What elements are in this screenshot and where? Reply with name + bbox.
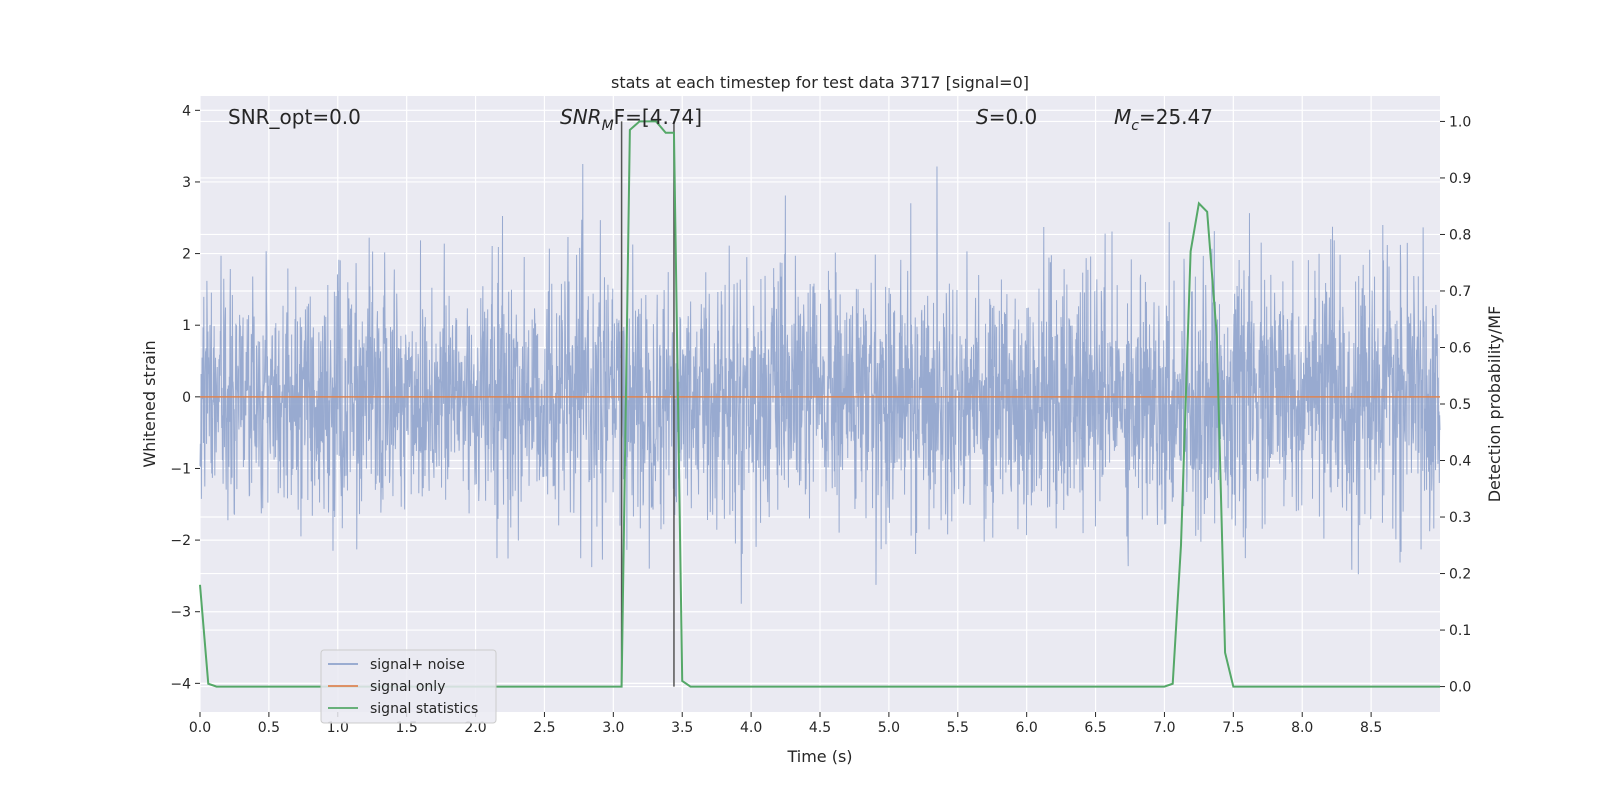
x-tick-label-3: 1.5 (396, 720, 418, 736)
y-left-tick-label-1: −3 (170, 605, 191, 621)
x-tick-label-17: 8.5 (1360, 720, 1382, 736)
x-axis-ticks: 0.0 0.5 1.0 1.5 2.0 2.5 3.0 3.5 4.0 4.5 5.0 5.5 6.0 6… (189, 712, 1382, 736)
x-tick-label-13: 6.5 (1084, 720, 1106, 736)
legend-label-signal-noise: signal+ noise (370, 657, 465, 673)
series-signal-statistics (199, 120, 1440, 688)
x-tick-label-14: 7.0 (1153, 720, 1175, 736)
x-tick-label-8: 4.0 (740, 720, 762, 736)
x-tick-label-15: 7.5 (1222, 720, 1244, 736)
x-tick-label-10: 5.0 (878, 720, 900, 736)
chart-title: stats at each timestep for test data 371… (611, 73, 1029, 92)
y-right-axis-ticks: 0.0 0.1 0.2 0.3 0.4 0.5 0.6 0.7 0.8 0.9 1.0 (1440, 114, 1471, 696)
x-tick-label-11: 5.5 (947, 720, 969, 736)
legend-box (320, 649, 497, 724)
x-tick-label-0: 0.0 (189, 720, 211, 736)
x-tick-label-16: 8.0 (1291, 720, 1313, 736)
x-tick-label-9: 4.5 (809, 720, 831, 736)
y-right-tick-label-6: 0.6 (1449, 340, 1471, 356)
y-right-tick-label-2: 0.2 (1449, 567, 1471, 583)
series-signal-noise (199, 163, 1441, 604)
y-right-tick-label-9: 0.9 (1449, 171, 1471, 187)
annotation-mc: Mc=25.47 (1114, 105, 1213, 134)
y-right-tick-label-1: 0.1 (1449, 623, 1471, 639)
y-left-axis-label: Whitened strain (140, 340, 159, 467)
y-right-axis-label: Detection probability/MF (1485, 306, 1504, 503)
x-tick-label-1: 0.5 (258, 720, 280, 736)
annotation-snr-mf-sub: M (602, 118, 614, 134)
noise-line (199, 163, 1441, 604)
y-left-tick-label-4: 0 (182, 390, 191, 406)
legend-label-signal-statistics: signal statistics (370, 701, 478, 717)
y-right-tick-label-7: 0.7 (1449, 284, 1471, 300)
annotation-s-main: S (976, 105, 989, 129)
y-left-tick-label-0: −4 (170, 676, 191, 692)
x-tick-label-7: 3.5 (671, 720, 693, 736)
annotation-s-rest: =0.0 (989, 105, 1038, 129)
y-left-tick-label-2: −2 (170, 533, 191, 549)
y-left-tick-label-5: 1 (182, 318, 191, 334)
y-left-tick-label-3: −1 (170, 461, 191, 477)
x-tick-label-6: 3.0 (602, 720, 624, 736)
annotation-mc-main: M (1114, 105, 1131, 129)
annotation-snr-mf-main: SNR (560, 105, 602, 129)
vertical-markers (620, 121, 675, 687)
annotation-mc-rest: =25.47 (1139, 105, 1213, 129)
annotation-mc-sub: c (1131, 118, 1139, 134)
y-left-tick-label-7: 3 (182, 175, 191, 191)
x-tick-label-2: 1.0 (327, 720, 349, 736)
y-right-tick-label-8: 0.8 (1449, 227, 1471, 243)
y-left-tick-label-6: 2 (182, 247, 191, 263)
annotation-s: S=0.0 (976, 105, 1037, 129)
y-right-tick-label-4: 0.4 (1449, 454, 1471, 470)
y-right-tick-label-0: 0.0 (1449, 680, 1471, 696)
y-left-tick-label-8: 4 (182, 103, 191, 119)
annotation-snr-opt: SNR_opt=0.0 (228, 105, 361, 129)
x-tick-label-12: 6.0 (1016, 720, 1038, 736)
x-tick-label-4: 2.0 (464, 720, 486, 736)
legend: signal+ noise signal only signal statist… (320, 649, 497, 724)
annotation-snr-mf-rest: F=[4.74] (614, 105, 702, 129)
x-tick-label-5: 2.5 (533, 720, 555, 736)
y-right-tick-label-5: 0.5 (1449, 397, 1471, 413)
annotation-snr-mf: SNRMF=[4.74] (560, 105, 702, 134)
y-right-tick-label-3: 0.3 (1449, 510, 1471, 526)
y-left-axis-ticks: −4 −3 −2 −1 0 1 2 3 4 (170, 103, 200, 692)
signal-statistics-line (199, 120, 1440, 688)
legend-label-signal-only: signal only (370, 679, 445, 695)
x-axis-label: Time (s) (786, 747, 852, 766)
y-right-tick-label-10: 1.0 (1449, 114, 1471, 130)
